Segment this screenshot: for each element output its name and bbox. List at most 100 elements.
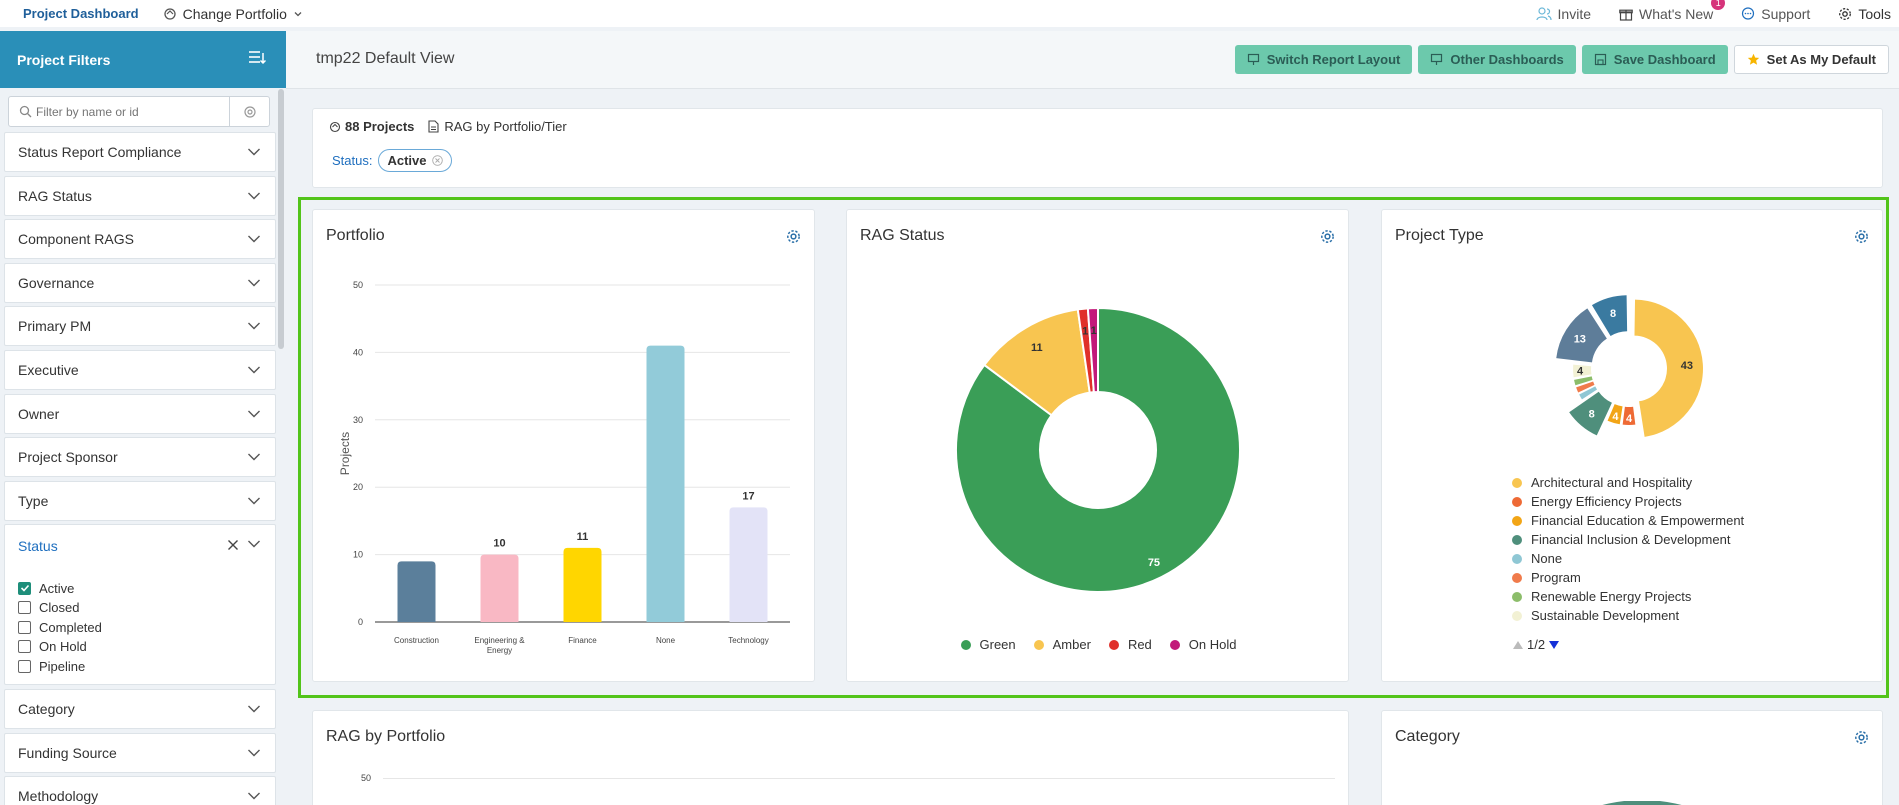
project-dashboard-link[interactable]: Project Dashboard <box>23 6 139 21</box>
legend-item[interactable]: Architectural and Hospitality <box>1512 473 1744 492</box>
remove-chip-icon[interactable] <box>431 155 443 166</box>
pager-up-icon[interactable] <box>1512 640 1524 650</box>
clear-filter-icon[interactable] <box>227 539 239 551</box>
filter-project-sponsor[interactable]: Project Sponsor <box>4 437 276 478</box>
pager-label: 1/2 <box>1527 637 1546 652</box>
legend-label: Sustainable Development <box>1531 608 1680 623</box>
slice-value-label: 4 <box>1612 411 1619 423</box>
status-filter-chip[interactable]: Active <box>378 149 452 172</box>
status-option-on-hold[interactable]: On Hold <box>18 637 102 657</box>
save-dashboard-button[interactable]: Save Dashboard <box>1581 45 1728 74</box>
filter-label: Owner <box>18 405 60 422</box>
filter-label: Type <box>18 492 49 509</box>
support-button[interactable]: Support <box>1741 6 1810 22</box>
legend-item[interactable]: Sustainable Development <box>1512 606 1744 625</box>
option-label: Completed <box>39 619 102 635</box>
checkbox[interactable] <box>18 601 31 615</box>
filter-status-report-compliance[interactable]: Status Report Compliance <box>4 132 276 172</box>
change-portfolio-menu[interactable]: Change Portfolio <box>163 6 303 22</box>
presentation-icon <box>1247 53 1259 65</box>
legend-item[interactable]: None <box>1512 549 1744 568</box>
filter-status-title[interactable]: Status <box>18 538 58 555</box>
projects-count-label: 88 Projects <box>345 119 415 134</box>
status-option-active[interactable]: Active <box>18 578 102 598</box>
status-option-pipeline[interactable]: Pipeline <box>18 657 102 677</box>
legend-swatch <box>1512 572 1522 583</box>
filter-rag-status[interactable]: RAG Status <box>4 175 276 216</box>
search-submit-button[interactable] <box>229 97 269 126</box>
filter-funding-source[interactable]: Funding Source <box>4 732 276 773</box>
y-tick-label: 50 <box>353 280 363 290</box>
legend-item[interactable]: Red <box>1108 635 1152 654</box>
slice-value-label: 13 <box>1574 333 1586 345</box>
invite-button[interactable]: Invite <box>1535 6 1591 22</box>
legend-item[interactable]: Amber <box>1033 635 1091 654</box>
checkbox[interactable] <box>18 660 31 674</box>
bar-value-label: 11 <box>577 531 589 543</box>
switch-report-layout-button[interactable]: Switch Report Layout <box>1234 45 1413 74</box>
filter-owner[interactable]: Owner <box>4 393 276 434</box>
change-portfolio-label: Change Portfolio <box>182 5 287 22</box>
chevron-down-icon <box>248 279 260 287</box>
chevron-down-icon <box>294 11 302 16</box>
filter-label: Primary PM <box>18 318 92 335</box>
report-icon <box>428 120 439 133</box>
settings-gear-icon[interactable] <box>786 229 801 244</box>
checkbox[interactable] <box>18 640 31 654</box>
legend-label: Green <box>979 637 1016 652</box>
filter-category[interactable]: Category <box>4 688 276 729</box>
status-filter-value: Active <box>387 153 427 168</box>
tools-button[interactable]: Tools <box>1838 6 1891 22</box>
card-title: Portfolio <box>326 227 385 244</box>
filter-label: Methodology <box>18 788 99 805</box>
y-tick-label: 50 <box>361 773 372 783</box>
sidebar-scrollbar[interactable] <box>278 89 284 349</box>
legend-item[interactable]: Financial Inclusion & Development <box>1512 530 1744 549</box>
legend-swatch <box>1108 639 1119 650</box>
projects-count[interactable]: 88 Projects <box>329 119 414 134</box>
option-label: On Hold <box>39 639 87 655</box>
settings-gear-icon[interactable] <box>1854 229 1869 244</box>
button-label: Save Dashboard <box>1613 52 1716 67</box>
legend-item[interactable]: Energy Efficiency Projects <box>1512 492 1744 511</box>
sort-menu-icon[interactable] <box>248 50 266 66</box>
donut-slice <box>1573 364 1592 378</box>
checkbox[interactable] <box>18 620 31 634</box>
filter-component-rags[interactable]: Component RAGS <box>4 219 276 260</box>
legend-item[interactable]: Program <box>1512 568 1744 587</box>
legend-item[interactable]: On Hold <box>1169 635 1237 654</box>
filter-type[interactable]: Type <box>4 480 276 521</box>
category-chart-partial <box>1602 801 1682 805</box>
legend-item[interactable]: Financial Education & Empowerment <box>1512 511 1744 530</box>
legend-label: Amber <box>1052 637 1091 652</box>
filter-governance[interactable]: Governance <box>4 262 276 303</box>
users-icon <box>1535 6 1552 20</box>
other-dashboards-button[interactable]: Other Dashboards <box>1418 45 1576 74</box>
legend-swatch <box>1033 639 1044 650</box>
settings-gear-icon[interactable] <box>1320 229 1335 244</box>
rag-by-portfolio-card: RAG by Portfolio 50 <box>312 710 1349 805</box>
button-label: Switch Report Layout <box>1266 52 1401 67</box>
legend-item[interactable]: Renewable Energy Projects <box>1512 587 1744 606</box>
filter-search-input[interactable] <box>36 104 236 119</box>
chevron-down-icon <box>248 235 260 243</box>
whats-new-button[interactable]: What's New 1 <box>1619 0 1726 22</box>
filter-primary-pm[interactable]: Primary PM <box>4 306 276 347</box>
gear-icon <box>1839 7 1852 20</box>
x-tick-label: None <box>656 636 676 645</box>
legend-label: On Hold <box>1188 637 1237 652</box>
checkbox-checked[interactable] <box>18 581 31 595</box>
chevron-down-icon[interactable] <box>247 539 261 549</box>
option-label: Active <box>39 580 75 596</box>
legend-item[interactable]: Green <box>960 635 1016 654</box>
pager-down-icon[interactable] <box>1548 640 1560 650</box>
y-axis-label: Projects <box>338 432 352 475</box>
filter-executive[interactable]: Executive <box>4 349 276 390</box>
chevron-down-icon <box>248 792 260 800</box>
filter-methodology[interactable]: Methodology <box>4 776 276 805</box>
settings-gear-icon[interactable] <box>1854 730 1869 745</box>
status-option-completed[interactable]: Completed <box>18 618 102 638</box>
status-option-closed[interactable]: Closed <box>18 598 102 618</box>
report-name[interactable]: RAG by Portfolio/Tier <box>428 119 567 134</box>
set-as-default-button[interactable]: Set As My Default <box>1733 45 1889 74</box>
